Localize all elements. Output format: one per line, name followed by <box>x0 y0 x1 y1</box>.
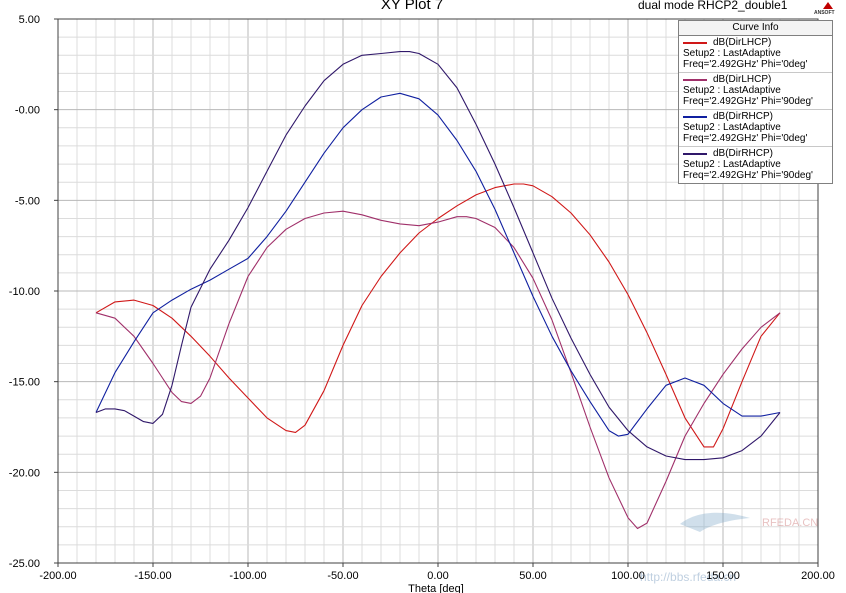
x-tick-label: 0.00 <box>427 570 448 582</box>
legend-entry[interactable]: dB(DirLHCP) Setup2 : LastAdaptive Freq='… <box>679 73 832 110</box>
plot-grid <box>57 18 819 564</box>
legend-swatch <box>683 41 707 44</box>
x-tick-label: -100.00 <box>229 570 266 582</box>
legend-swatch <box>683 78 707 81</box>
legend-params: Freq='2.492GHz' Phi='0deg' <box>683 59 808 70</box>
series-line-3 <box>95 92 781 437</box>
x-tick-label: 50.00 <box>519 570 547 582</box>
series-line-1 <box>95 183 781 448</box>
y-tick-label: -25.00 <box>9 558 40 570</box>
legend-entry[interactable]: dB(DirRHCP) Setup2 : LastAdaptive Freq='… <box>679 110 832 147</box>
series-line-2 <box>95 210 781 530</box>
legend-setup: Setup2 : LastAdaptive <box>683 85 781 96</box>
watermark-url: http://bbs.rfeda.cn <box>640 570 736 584</box>
x-tick-label: -50.00 <box>327 570 358 582</box>
legend-swatch <box>683 152 707 155</box>
legend-header: Curve Info <box>679 21 832 36</box>
watermark-bird <box>680 512 750 532</box>
legend-params: Freq='2.492GHz' Phi='90deg' <box>683 96 813 107</box>
legend-setup: Setup2 : LastAdaptive <box>683 122 781 133</box>
y-tick-label: 5.00 <box>19 14 40 26</box>
plot-curves <box>95 51 781 530</box>
watermark-site: RFEDA.CN <box>762 517 818 529</box>
legend-curve-name: dB(DirRHCP) <box>713 111 773 122</box>
y-tick-label: -20.00 <box>9 467 40 479</box>
legend-setup: Setup2 : LastAdaptive <box>683 48 781 59</box>
legend-curve-name: dB(DirLHCP) <box>713 74 772 85</box>
legend-curve-name: dB(DirLHCP) <box>713 37 772 48</box>
legend-setup: Setup2 : LastAdaptive <box>683 159 781 170</box>
ansoft-logo: ANSOFT <box>814 2 842 16</box>
y-tick-label: -15.00 <box>9 377 40 389</box>
legend-params: Freq='2.492GHz' Phi='90deg' <box>683 170 813 181</box>
curve-info-legend[interactable]: Curve Info dB(DirLHCP) Setup2 : LastAdap… <box>678 20 833 184</box>
legend-swatch <box>683 115 707 118</box>
x-tick-label: 200.00 <box>801 570 835 582</box>
x-tick-label: 150.00 <box>706 570 740 582</box>
legend-entry[interactable]: dB(DirRHCP) Setup2 : LastAdaptive Freq='… <box>679 147 832 183</box>
logo-text: ANSOFT <box>814 10 835 16</box>
chart-title: XY Plot 7 <box>381 0 443 13</box>
x-tick-label: 100.00 <box>611 570 645 582</box>
y-tick-label: -0.00 <box>15 105 40 117</box>
y-tick-label: -5.00 <box>15 195 40 207</box>
y-tick-label: -10.00 <box>9 286 40 298</box>
legend-curve-name: dB(DirRHCP) <box>713 148 773 159</box>
series-line-4 <box>95 51 781 461</box>
legend-entry[interactable]: dB(DirLHCP) Setup2 : LastAdaptive Freq='… <box>679 36 832 73</box>
plot-axes: -200.00 -150.00 -100.00 -50.00 0.00 50.00 100.… <box>9 14 835 582</box>
x-tick-label: -150.00 <box>134 570 171 582</box>
chart-subtitle: dual mode RHCP2_double1 <box>638 0 788 12</box>
x-tick-label: -200.00 <box>39 570 76 582</box>
legend-params: Freq='2.492GHz' Phi='0deg' <box>683 133 808 144</box>
watermark: RFEDA.CN http://bbs.rfeda.cn <box>640 512 818 584</box>
x-axis-label: Theta [deg] <box>408 583 464 593</box>
